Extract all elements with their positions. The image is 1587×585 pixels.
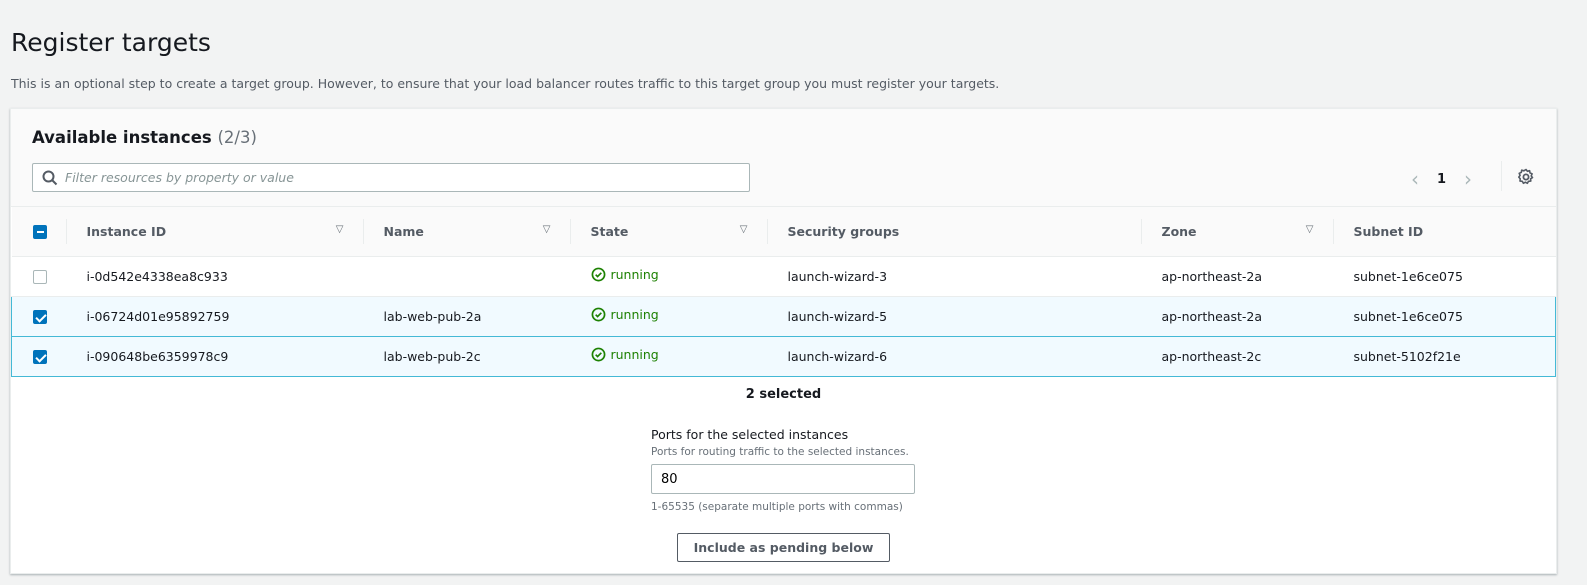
row-checkbox[interactable] xyxy=(33,309,47,324)
search-icon xyxy=(42,170,58,186)
panel-header xyxy=(11,109,1556,207)
subnet-id: subnet-1e6ce075 xyxy=(1333,295,1556,337)
current-page[interactable]: 1 xyxy=(1437,171,1447,187)
column-label: State xyxy=(590,223,629,239)
check-circle-icon xyxy=(591,347,605,362)
sort-icon[interactable]: ▽ xyxy=(739,224,748,235)
row-select xyxy=(11,335,67,377)
state-label: running xyxy=(610,267,659,282)
sort-icon[interactable]: ▽ xyxy=(542,224,551,235)
table-row[interactable]: i-06724d01e95892759 lab-web-pub-2a runni… xyxy=(11,295,1556,337)
check-circle-icon xyxy=(591,307,605,322)
select-all-checkbox[interactable] xyxy=(32,225,47,239)
column-state[interactable]: State ▽ xyxy=(570,207,768,257)
instances-table: Instance ID ▽ Name ▽ State ▽ Security group… xyxy=(11,207,1556,377)
subnet-id: subnet-5102f21e xyxy=(1333,335,1556,377)
ports-description: Ports for routing traffic to the selecte… xyxy=(651,446,909,458)
column-security-groups[interactable]: Security groups xyxy=(767,207,1142,257)
table-row[interactable]: i-090648be6359978c9 lab-web-pub-2c runni… xyxy=(11,335,1556,377)
column-name[interactable]: Name ▽ xyxy=(363,207,571,257)
ports-constraint: 1-65535 (separate multiple ports with co… xyxy=(651,501,903,513)
instance-state: running xyxy=(570,335,768,377)
table-row[interactable]: i-0d542e4338ea8c933 running launch-wizar… xyxy=(11,256,1556,297)
panel-title: Available instances (2/3) xyxy=(32,128,257,147)
sort-icon[interactable]: ▽ xyxy=(1305,224,1314,235)
pagination: ‹ 1 › xyxy=(1411,167,1472,191)
page-description: This is an optional step to create a tar… xyxy=(11,76,1000,91)
row-select xyxy=(11,295,67,337)
panel-title-text: Available instances xyxy=(32,128,212,147)
instance-state: running xyxy=(570,256,768,297)
next-page-icon[interactable]: › xyxy=(1464,167,1473,191)
column-label: Zone xyxy=(1161,223,1197,239)
zone: ap-northeast-2a xyxy=(1141,295,1334,337)
instance-id: i-090648be6359978c9 xyxy=(66,335,364,377)
instance-id: i-0d542e4338ea8c933 xyxy=(66,256,364,297)
include-as-pending-button[interactable]: Include as pending below xyxy=(677,533,890,562)
instance-id: i-06724d01e95892759 xyxy=(66,295,364,337)
state-label: running xyxy=(610,307,659,322)
sort-icon[interactable]: ▽ xyxy=(335,224,344,235)
instance-name: lab-web-pub-2a xyxy=(363,295,571,337)
security-group: launch-wizard-6 xyxy=(767,335,1142,377)
filter-input[interactable] xyxy=(65,170,735,185)
column-zone[interactable]: Zone ▽ xyxy=(1141,207,1334,257)
row-checkbox[interactable] xyxy=(32,269,47,284)
divider xyxy=(1501,161,1502,191)
previous-page-icon[interactable]: ‹ xyxy=(1411,167,1419,191)
column-label: Subnet ID xyxy=(1353,223,1424,239)
page-title: Register targets xyxy=(11,28,211,57)
row-select xyxy=(11,256,67,297)
ports-label: Ports for the selected instances xyxy=(651,427,849,442)
column-subnet-id[interactable]: Subnet ID xyxy=(1333,207,1556,257)
security-group: launch-wizard-5 xyxy=(767,295,1142,337)
filter-search[interactable] xyxy=(32,163,750,192)
check-circle-icon xyxy=(591,267,605,282)
column-label: Security groups xyxy=(787,223,900,239)
zone: ap-northeast-2a xyxy=(1141,256,1334,297)
row-checkbox[interactable] xyxy=(33,349,47,364)
available-instances-panel: Available instances (2/3) ‹ 1 › Instance… xyxy=(10,108,1557,574)
instance-name: lab-web-pub-2c xyxy=(363,335,571,377)
security-group: launch-wizard-3 xyxy=(767,256,1142,297)
ports-input[interactable] xyxy=(651,464,915,494)
column-label: Name xyxy=(383,223,424,239)
instance-name xyxy=(363,256,571,297)
zone: ap-northeast-2c xyxy=(1141,335,1334,377)
column-instance-id[interactable]: Instance ID ▽ xyxy=(66,207,364,257)
column-label: Instance ID xyxy=(86,223,167,239)
instance-state: running xyxy=(570,295,768,337)
select-all-header xyxy=(11,207,67,257)
settings-gear-icon[interactable] xyxy=(1517,168,1535,186)
subnet-id: subnet-1e6ce075 xyxy=(1333,256,1556,297)
selected-count: 2 selected xyxy=(745,387,822,402)
state-label: running xyxy=(610,347,659,362)
selection-count: (2/3) xyxy=(217,128,257,147)
